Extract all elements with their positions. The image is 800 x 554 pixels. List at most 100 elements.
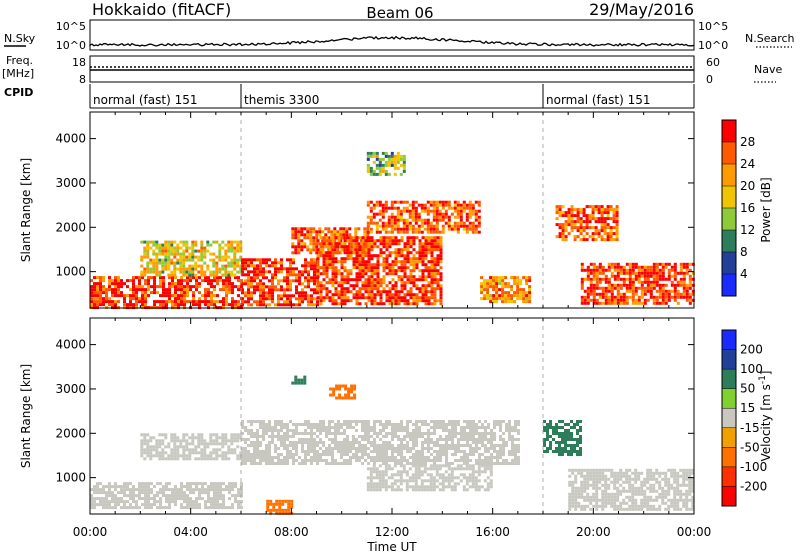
heatmap-cell-r2 [379,447,382,450]
heatmap-cell-r4 [424,245,428,249]
heatmap-cell-r3 [309,248,313,252]
heatmap-cell-r8 [583,268,587,272]
heatmap-cell-r0 [129,503,132,507]
heatmap-cell-r0 [141,491,144,495]
heatmap-cell-r1 [140,255,144,259]
heatmap-cell-r5 [595,486,599,490]
heatmap-cell-r4 [439,242,443,246]
heatmap-cell-r4 [424,269,428,273]
heatmap-cell-r2 [502,447,505,450]
heatmap-cell-r0 [198,494,201,498]
heatmap-cell-r5 [453,203,457,207]
heatmap-cell-r7 [567,214,571,218]
heatmap-cell-r4 [334,275,338,279]
heatmap-cell-r0 [117,500,120,504]
heatmap-cell-r0 [189,288,192,292]
heatmap-cell-r2 [322,426,325,429]
heatmap-cell-r0 [210,485,213,489]
heatmap-cell-r4 [370,266,374,270]
heatmap-cell-r4 [409,260,413,264]
heatmap-cell-r2 [460,435,463,438]
heatmap-cell-r2 [370,435,373,438]
nsky-trace [89,35,695,47]
heatmap-cell-r4 [385,239,389,243]
heatmap-cell-r1 [203,445,207,449]
heatmap-cell-r5 [384,200,388,204]
heatmap-cell-r1 [167,243,171,247]
heatmap-cell-r0 [102,488,105,492]
heatmap-cell-r0 [96,288,99,292]
heatmap-cell-r2 [397,426,400,429]
heatmap-cell-r0 [111,279,114,283]
heatmap-cell-r2 [304,267,307,271]
heatmap-cell-r7 [591,235,595,239]
heatmap-cell-r4 [361,284,365,288]
heatmap-cell-r2 [250,432,253,435]
heatmap-cell-r3 [312,239,316,243]
heatmap-cell-r8 [682,277,686,281]
heatmap-cell-r8 [661,292,665,296]
heatmap-cell-r7 [612,217,616,221]
heatmap-cell-r4 [391,269,395,273]
heatmap-cell-r4 [352,257,356,261]
heatmap-cell-r4 [430,302,434,306]
heatmap-cell-r1 [143,436,147,440]
heatmap-cell-r9 [387,154,391,158]
heatmap-cell-r4 [388,266,392,270]
heatmap-cell-r2 [397,423,400,426]
heatmap-cell-r5 [369,218,373,222]
heatmap-cell-r0 [144,491,147,495]
heatmap-cell-r2 [412,456,415,459]
heatmap-cell-r2 [292,273,295,277]
heatmap-cell-r4 [436,281,440,285]
heatmap-cell-r4 [358,272,362,276]
heatmap-cell-r5 [595,507,599,511]
heatmap-cell-r2 [427,438,430,441]
heatmap-cell-r6 [495,279,499,283]
heatmap-cell-r7 [582,220,586,224]
heatmap-cell-r2 [364,429,367,432]
heatmap-cell-r2 [409,450,412,453]
heatmap-cell-r2 [241,261,244,265]
heatmap-cell-r4 [352,278,356,282]
heatmap-cell-r2 [256,429,259,432]
heatmap-cell-r0 [195,482,198,486]
heatmap-cell-r0 [186,276,189,280]
heatmap-cell-r2 [355,420,358,423]
heatmap-cell-r4 [328,257,332,261]
heatmap-cell-r2 [445,435,448,438]
heatmap-cell-r3 [294,227,298,231]
heatmap-cell-r4 [424,239,428,243]
heatmap-cell-r2 [337,462,340,465]
heatmap-cell-r3 [369,473,373,477]
heatmap-cell-r9 [396,160,400,164]
heatmap-cell-r2 [418,453,421,456]
cpid-segment-label: normal (fast) 151 [93,93,197,107]
heatmap-cell-r2 [355,459,358,462]
heatmap-cell-r5 [411,200,415,204]
heatmap-cell-r0 [207,488,210,492]
heatmap-cell-r2 [358,459,361,462]
heatmap-cell-r0 [147,294,150,298]
heatmap-cell-r0 [93,500,96,504]
heatmap-cell-r2 [430,441,433,444]
heatmap-cell-r2 [313,453,316,456]
heatmap-cell-r3 [483,479,487,483]
heatmap-cell-r8 [598,271,602,275]
heatmap-cell-r4 [427,275,431,279]
heatmap-cell-r4 [394,293,398,297]
heatmap-cell-r2 [418,435,421,438]
heatmap-cell-r5 [393,227,397,231]
heatmap-cell-r5 [574,489,578,493]
heatmap-cell-r2 [265,432,268,435]
heatmap-cell-r1 [191,243,195,247]
heatmap-cell-r2 [295,276,298,280]
heatmap-cell-r2 [484,435,487,438]
heatmap-cell-r2 [325,462,328,465]
heatmap-cell-r2 [385,435,388,438]
heatmap-cell-r4 [316,263,320,267]
heatmap-cell-r1 [185,442,189,446]
heatmap-cell-r0 [186,506,189,510]
heatmap-cell-r2 [244,450,247,453]
heatmap-cell-r2 [313,444,316,447]
